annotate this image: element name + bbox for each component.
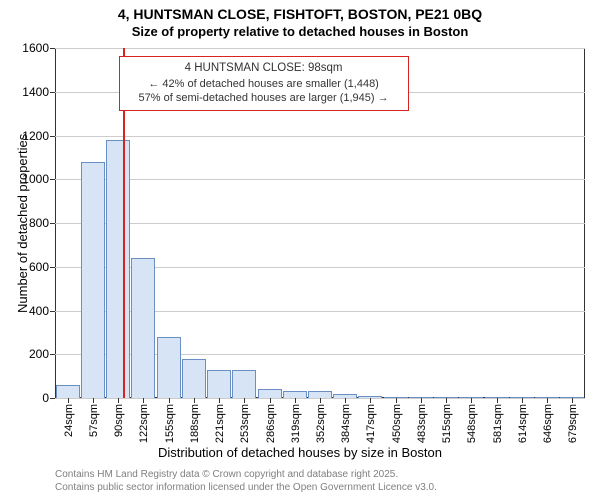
x-tick-mark [244, 398, 245, 403]
x-tick-label: 548sqm [464, 404, 478, 443]
x-tick-mark [497, 398, 498, 403]
histogram-bar [81, 162, 105, 398]
x-tick-mark [194, 398, 195, 403]
x-tick-label: 679sqm [565, 404, 579, 443]
x-tick-label: 384sqm [338, 404, 352, 443]
y-tick-mark [50, 48, 55, 49]
x-tick-mark [522, 398, 523, 403]
x-tick-mark [572, 398, 573, 403]
x-tick-label: 253sqm [237, 404, 251, 443]
histogram-bar [232, 370, 256, 398]
x-tick-mark [169, 398, 170, 403]
histogram-bar [56, 385, 80, 398]
x-tick-label: 90sqm [111, 404, 125, 437]
x-tick-label: 352sqm [313, 404, 327, 443]
x-tick-label: 188sqm [187, 404, 201, 443]
histogram-bar [106, 140, 130, 398]
y-tick-mark [50, 267, 55, 268]
callout-line-2: ← 42% of detached houses are smaller (1,… [130, 77, 398, 92]
y-axis-label: Number of detached properties [15, 134, 30, 313]
gridline-y [55, 179, 585, 180]
histogram-bar [157, 337, 181, 398]
x-tick-mark [68, 398, 69, 403]
gridline-y [55, 136, 585, 137]
gridline-y [55, 48, 585, 49]
x-tick-mark [421, 398, 422, 403]
x-tick-mark [143, 398, 144, 403]
x-tick-mark [118, 398, 119, 403]
gridline-y [55, 223, 585, 224]
y-tick-mark [50, 136, 55, 137]
x-tick-label: 57sqm [86, 404, 100, 437]
x-tick-mark [295, 398, 296, 403]
attribution-line-2: Contains public sector information licen… [55, 481, 437, 494]
y-tick-mark [50, 92, 55, 93]
x-tick-mark [471, 398, 472, 403]
y-tick-mark [50, 179, 55, 180]
x-tick-label: 515sqm [439, 404, 453, 443]
x-tick-mark [93, 398, 94, 403]
x-tick-label: 221sqm [212, 404, 226, 443]
x-tick-mark [270, 398, 271, 403]
x-tick-label: 450sqm [389, 404, 403, 443]
x-axis-label: Distribution of detached houses by size … [0, 445, 600, 460]
y-tick-mark [50, 223, 55, 224]
property-callout: 4 HUNTSMAN CLOSE: 98sqm← 42% of detached… [119, 56, 409, 111]
attribution-text: Contains HM Land Registry data © Crown c… [55, 468, 437, 494]
y-tick-mark [50, 311, 55, 312]
x-tick-mark [446, 398, 447, 403]
x-tick-label: 286sqm [263, 404, 277, 443]
x-tick-mark [370, 398, 371, 403]
callout-line-3: 57% of semi-detached houses are larger (… [130, 91, 398, 106]
histogram-bar [131, 258, 155, 398]
x-tick-label: 24sqm [61, 404, 75, 437]
x-tick-mark [396, 398, 397, 403]
page-title-main: 4, HUNTSMAN CLOSE, FISHTOFT, BOSTON, PE2… [0, 6, 600, 22]
x-tick-mark [345, 398, 346, 403]
x-tick-mark [219, 398, 220, 403]
x-tick-label: 319sqm [288, 404, 302, 443]
x-tick-label: 646sqm [540, 404, 554, 443]
x-tick-label: 155sqm [162, 404, 176, 443]
page-title-sub: Size of property relative to detached ho… [0, 24, 600, 39]
x-tick-label: 483sqm [414, 404, 428, 443]
x-tick-label: 417sqm [363, 404, 377, 443]
x-tick-label: 122sqm [136, 404, 150, 443]
callout-line-1: 4 HUNTSMAN CLOSE: 98sqm [130, 61, 398, 77]
histogram-bar [182, 359, 206, 398]
plot-area: 0200400600800100012001400160024sqm57sqm9… [55, 48, 585, 398]
y-tick-mark [50, 398, 55, 399]
attribution-line-1: Contains HM Land Registry data © Crown c… [55, 468, 437, 481]
x-tick-label: 581sqm [490, 404, 504, 443]
histogram-bar [207, 370, 231, 398]
x-tick-mark [547, 398, 548, 403]
x-tick-mark [320, 398, 321, 403]
histogram-bar [258, 389, 282, 398]
x-tick-label: 614sqm [515, 404, 529, 443]
y-tick-mark [50, 354, 55, 355]
